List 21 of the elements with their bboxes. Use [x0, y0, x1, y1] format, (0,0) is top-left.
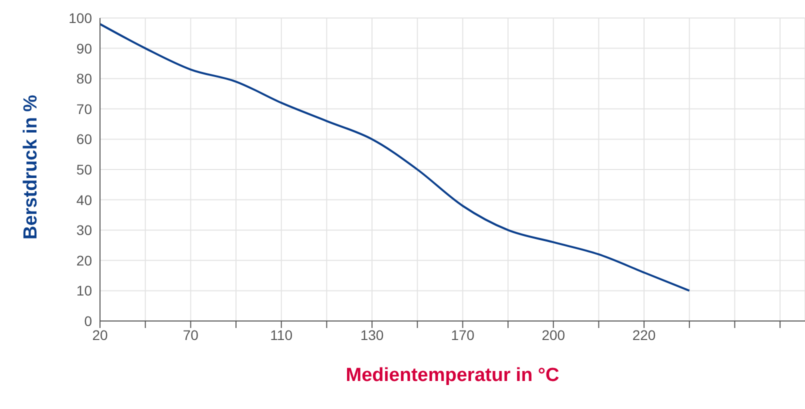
x-tick-label: 70: [182, 326, 199, 343]
y-tick-label: 40: [76, 192, 92, 208]
y-tick-label: 90: [76, 40, 92, 56]
x-tick-label: 220: [632, 326, 656, 343]
y-tick-label: 80: [76, 70, 92, 87]
y-axis-title: Berstdruck in %: [20, 94, 42, 240]
y-tick-label: 60: [76, 131, 92, 148]
y-tick-label: 10: [76, 282, 92, 299]
y-tick-label: 100: [68, 10, 92, 26]
x-tick-label: 110: [270, 326, 293, 343]
x-axis-title: Medientemperatur in °C: [346, 365, 560, 386]
y-tick-label: 0: [84, 312, 92, 329]
y-tick-label: 70: [76, 100, 92, 117]
x-tick-label: 170: [451, 326, 475, 343]
x-tick-label: 20: [92, 326, 108, 343]
x-tick-label: 200: [542, 326, 566, 343]
y-tick-label: 20: [76, 252, 92, 268]
y-tick-label: 30: [76, 222, 92, 238]
x-tick-label: 130: [360, 326, 384, 343]
line-series: [100, 23, 690, 292]
y-tick-label: 50: [76, 161, 92, 178]
